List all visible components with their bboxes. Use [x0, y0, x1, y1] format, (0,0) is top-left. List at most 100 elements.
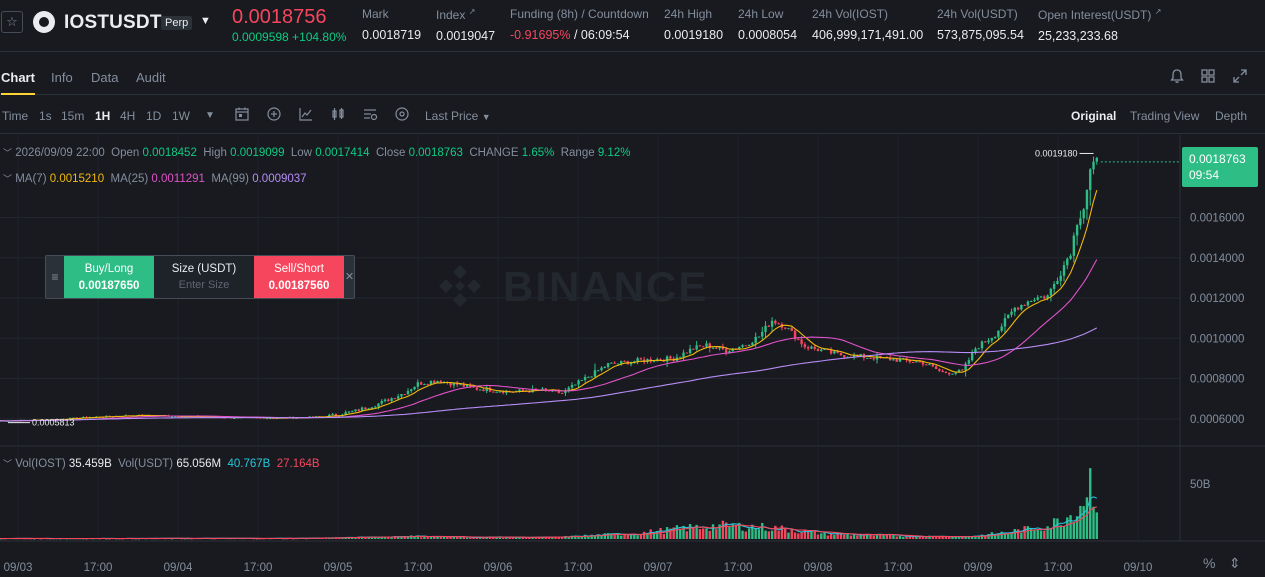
volume-bar	[744, 531, 748, 539]
candle-body	[269, 418, 272, 420]
sell-short-button[interactable]: Sell/Short 0.00187560	[254, 256, 344, 298]
legend-low: 0.0017414	[315, 147, 370, 159]
stat-index[interactable]: Index ↗ 0.0019047	[436, 7, 495, 43]
candle-body	[859, 354, 862, 356]
candle-body	[931, 364, 934, 367]
drag-handle-icon[interactable]: ≡	[51, 270, 59, 284]
volume-bar	[888, 534, 892, 539]
candle-body	[833, 351, 836, 354]
candle-body	[761, 331, 764, 337]
candle-body	[6, 420, 10, 422]
collapse-caret-icon[interactable]: ﹀	[3, 148, 13, 158]
tab-audit[interactable]: Audit	[136, 70, 166, 85]
layout-grid-icon[interactable]	[1199, 67, 1217, 85]
candle-body	[934, 366, 938, 370]
volume-bar	[1003, 532, 1007, 539]
close-panel-icon[interactable]: ✕	[344, 271, 355, 283]
tab-info[interactable]: Info	[51, 70, 73, 85]
candlestick-chart[interactable]: 0.0016000 0.0014000 0.0012000 0.0010000 0.00…	[0, 135, 1265, 577]
percent-scale-icon[interactable]: %	[1203, 555, 1216, 571]
interval-1h[interactable]: 1H	[95, 109, 111, 123]
size-input[interactable]	[158, 279, 250, 291]
candle-body	[475, 387, 479, 390]
volume-bar	[1092, 506, 1095, 539]
volume-bar	[764, 530, 767, 539]
perp-tag: Perp	[161, 16, 193, 30]
volume-bar	[993, 534, 997, 539]
candle-body	[974, 348, 977, 353]
symbol-name[interactable]: IOSTUSDT	[64, 12, 162, 33]
candle-body	[948, 372, 951, 375]
symbol-dropdown-caret-icon[interactable]: ▼	[200, 15, 211, 27]
ma25-value: 0.0011291	[151, 173, 205, 185]
price-type-dropdown[interactable]: Last Price ▼	[425, 109, 491, 123]
volume-bar	[702, 528, 705, 539]
view-trading-view[interactable]: Trading View	[1130, 109, 1200, 123]
buy-price: 0.00187650	[78, 280, 140, 292]
volume-bar	[659, 527, 662, 539]
settings-list-icon[interactable]	[362, 106, 378, 122]
interval-1d[interactable]: 1D	[146, 109, 162, 123]
volume-bar	[597, 534, 600, 539]
volume-bar	[1039, 530, 1043, 539]
view-original[interactable]: Original	[1071, 109, 1117, 123]
candle-body	[770, 320, 774, 327]
volume-bar	[1023, 526, 1026, 539]
candle-body	[380, 401, 383, 404]
fullscreen-icon[interactable]	[1231, 67, 1249, 85]
favorite-star-icon[interactable]: ☆	[1, 11, 23, 33]
calendar-icon[interactable]	[234, 106, 250, 122]
price-type-caret-icon: ▼	[481, 112, 491, 122]
volume-bar	[656, 530, 659, 539]
volume-bar	[944, 536, 948, 539]
sell-label: Sell/Short	[274, 263, 324, 275]
candle-body	[839, 352, 843, 356]
volume-bar	[501, 537, 505, 539]
volume-bar	[620, 535, 623, 539]
chart-area[interactable]: BINANCE 0.0016000 0.0014000 0.0012000 0.001…	[0, 135, 1265, 577]
binance-logo-watermark-icon	[439, 265, 481, 307]
legend-change: 1.65%	[521, 147, 555, 159]
volume-bar	[724, 522, 728, 539]
volume-bar	[341, 537, 344, 539]
volume-bar	[616, 535, 620, 539]
volume-bar	[669, 528, 672, 539]
volume-bar	[780, 525, 784, 539]
price-type-label: Last Price	[425, 109, 479, 123]
volume-bar	[400, 536, 403, 539]
collapse-caret-icon[interactable]: ﹀	[3, 459, 13, 469]
volume-bar	[741, 530, 744, 539]
x-axis-tick: 09/03	[4, 562, 33, 574]
stat-open-interest[interactable]: Open Interest(USDT) ↗ 25,233,233.68	[1038, 7, 1161, 43]
volume-bar	[1072, 522, 1076, 539]
more-intervals-caret-icon[interactable]: ▼	[205, 110, 215, 121]
interval-15m[interactable]: 15m	[61, 109, 85, 123]
candle-body	[1007, 314, 1010, 319]
bell-icon[interactable]	[1168, 67, 1186, 85]
line-chart-icon[interactable]	[298, 106, 314, 122]
buy-long-button[interactable]: Buy/Long 0.00187650	[64, 256, 154, 298]
vol-ma2-line	[0, 506, 1098, 540]
templates-icon[interactable]	[394, 106, 410, 122]
interval-4h[interactable]: 4H	[120, 109, 136, 123]
volume-bar	[879, 534, 882, 539]
interval-1w[interactable]: 1W	[172, 109, 190, 123]
y-axis-tick: 0.0010000	[1190, 333, 1244, 345]
volume-bar	[977, 535, 980, 539]
candle-body	[679, 356, 682, 358]
tab-data[interactable]: Data	[91, 70, 119, 85]
candle-body	[387, 399, 390, 402]
volume-bar	[170, 538, 174, 540]
stat-label: 24h Low	[738, 7, 784, 21]
tab-chart[interactable]: Chart	[1, 70, 35, 85]
auto-scale-icon[interactable]: ⇕	[1229, 555, 1241, 571]
collapse-caret-icon[interactable]: ﹀	[3, 174, 13, 184]
add-indicator-icon[interactable]	[266, 106, 282, 122]
candle-body	[75, 417, 78, 419]
candlestick-icon[interactable]	[330, 106, 346, 122]
view-depth[interactable]: Depth	[1215, 109, 1248, 123]
candle-body	[426, 384, 429, 386]
candle-body	[383, 399, 387, 402]
interval-1s[interactable]: 1s	[39, 109, 52, 123]
ma25-line	[0, 259, 1098, 422]
